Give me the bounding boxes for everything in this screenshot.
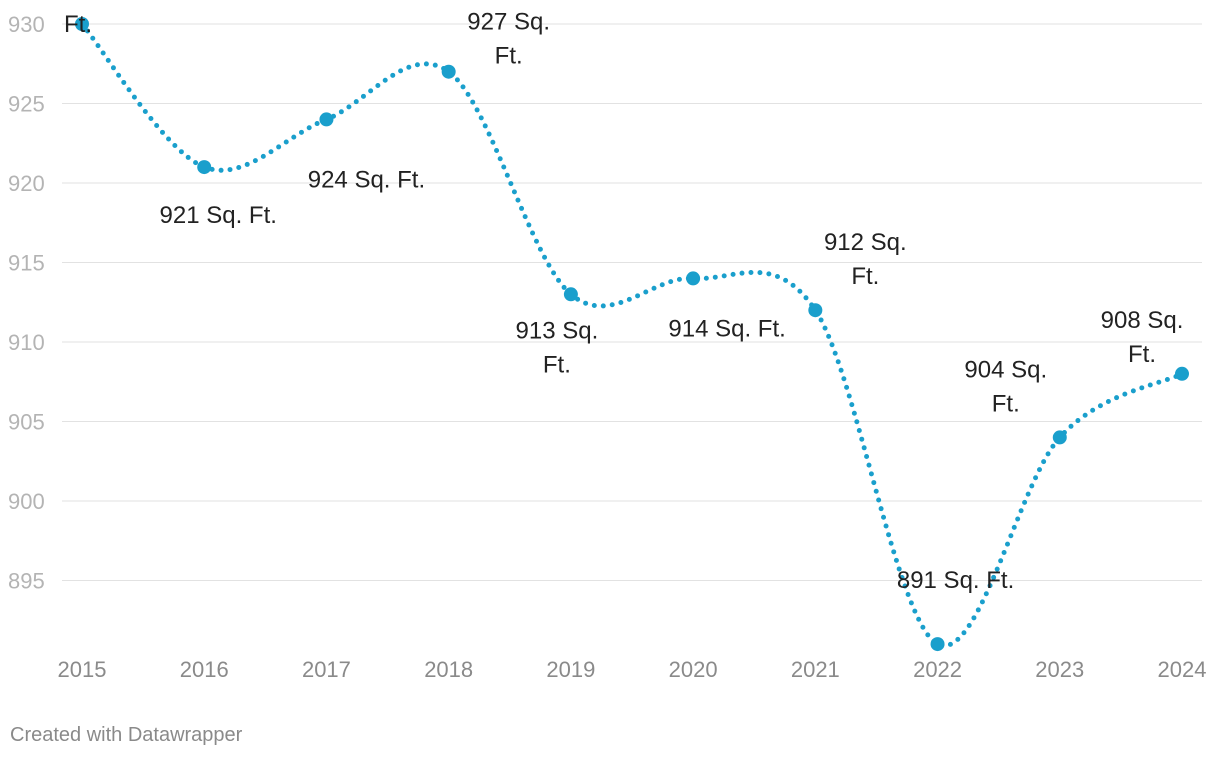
data-label-line: Ft. [495,43,523,70]
data-point [930,637,945,652]
data-label-line: 914 Sq. Ft. [668,315,785,342]
data-label: 924 Sq. Ft. [308,166,425,193]
x-tick-label: 2023 [1035,657,1084,682]
y-axis-ticks: 930 925 920 915 910 905 900 895 [8,12,45,594]
y-tick-label: 915 [8,251,45,276]
y-tick-label: 930 [8,12,45,37]
x-tick-label: 2017 [302,657,351,682]
y-tick-label: 920 [8,171,45,196]
data-points [75,17,1189,652]
data-point [808,303,823,318]
y-tick-label: 900 [8,489,45,514]
credit-footer: Created with Datawrapper [10,724,243,746]
y-tick-label: 910 [8,330,45,355]
y-tick-label: 905 [8,410,45,435]
data-label: 927 Sq. Ft. [467,9,550,70]
x-tick-label: 2021 [791,657,840,682]
data-point [1052,430,1067,445]
x-tick-label: 2015 [58,657,107,682]
data-label: 891 Sq. Ft. [897,567,1014,594]
data-label-line: 921 Sq. Ft. [160,202,277,229]
x-tick-label: 2019 [546,657,595,682]
x-tick-label: 2016 [180,657,229,682]
data-label: 913 Sq. Ft. [516,317,599,378]
data-label: 912 Sq. Ft. [824,229,907,290]
data-label-line: 913 Sq. [516,317,599,344]
data-label-line: 904 Sq. [964,356,1047,383]
data-label-line: 927 Sq. [467,9,550,36]
gridlines [62,23,1202,581]
y-tick-label: 925 [8,92,45,117]
data-point [319,112,334,127]
data-label-line: 908 Sq. [1101,307,1184,334]
data-label: 921 Sq. Ft. [160,202,277,229]
data-point [441,64,456,79]
x-tick-label: 2020 [669,657,718,682]
x-tick-label: 2022 [913,657,962,682]
data-point [563,287,578,302]
data-label-line: Ft. [1128,341,1156,368]
series-line [79,21,1185,649]
data-label: 904 Sq. Ft. [964,356,1047,417]
data-point [75,17,89,31]
data-labels: Ft.921 Sq. Ft.924 Sq. Ft.927 Sq. Ft.913 S… [64,9,1183,594]
data-label: 908 Sq. Ft. [1101,307,1184,368]
x-tick-label: 2024 [1158,657,1207,682]
x-axis-ticks: 2015 2016 2017 2018 2019 2020 2021 2022 2023 2024 [58,657,1207,682]
y-tick-label: 895 [8,569,45,594]
x-tick-label: 2018 [424,657,473,682]
data-label-line: 924 Sq. Ft. [308,166,425,193]
data-point [686,271,701,286]
data-label-line: Ft. [851,263,879,290]
data-label-line: Ft. [543,351,571,378]
data-label: 914 Sq. Ft. [668,315,785,342]
data-point [1175,366,1189,381]
data-label-line: Ft. [64,11,92,38]
data-label-line: 891 Sq. Ft. [897,567,1014,594]
data-point [197,160,212,175]
data-label: Ft. [64,11,92,38]
data-label-line: Ft. [992,390,1020,417]
data-label-line: 912 Sq. [824,229,907,256]
